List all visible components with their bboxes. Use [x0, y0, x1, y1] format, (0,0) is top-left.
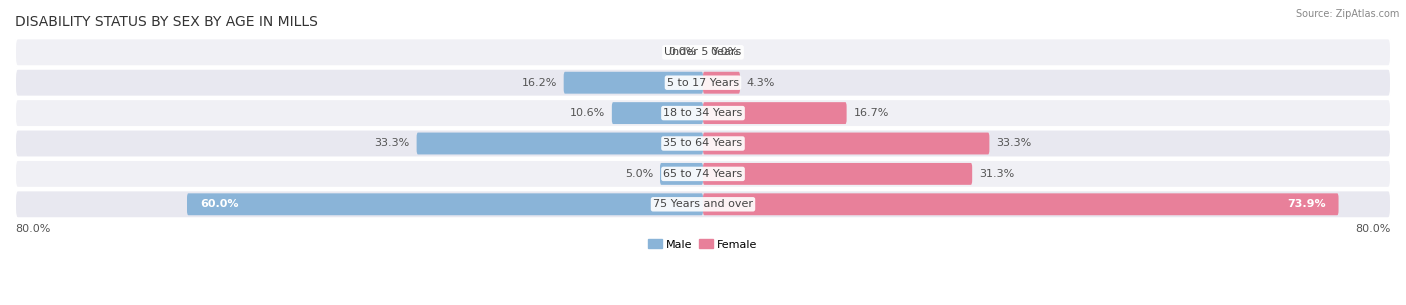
FancyBboxPatch shape [15, 130, 1391, 157]
FancyBboxPatch shape [703, 163, 972, 185]
Text: 0.0%: 0.0% [710, 47, 738, 57]
FancyBboxPatch shape [659, 163, 703, 185]
Text: 80.0%: 80.0% [1355, 224, 1391, 234]
Text: 65 to 74 Years: 65 to 74 Years [664, 169, 742, 179]
FancyBboxPatch shape [15, 38, 1391, 66]
Text: 33.3%: 33.3% [997, 138, 1032, 149]
Text: 4.3%: 4.3% [747, 78, 775, 88]
FancyBboxPatch shape [703, 193, 1339, 215]
Text: DISABILITY STATUS BY SEX BY AGE IN MILLS: DISABILITY STATUS BY SEX BY AGE IN MILLS [15, 15, 318, 29]
FancyBboxPatch shape [416, 133, 703, 154]
Legend: Male, Female: Male, Female [644, 235, 762, 254]
Text: 18 to 34 Years: 18 to 34 Years [664, 108, 742, 118]
FancyBboxPatch shape [15, 69, 1391, 97]
FancyBboxPatch shape [15, 190, 1391, 218]
FancyBboxPatch shape [15, 99, 1391, 127]
Text: 73.9%: 73.9% [1286, 199, 1326, 209]
Text: Source: ZipAtlas.com: Source: ZipAtlas.com [1295, 9, 1399, 19]
Text: 16.7%: 16.7% [853, 108, 889, 118]
Text: 80.0%: 80.0% [15, 224, 51, 234]
FancyBboxPatch shape [703, 133, 990, 154]
Text: 75 Years and over: 75 Years and over [652, 199, 754, 209]
Text: 5 to 17 Years: 5 to 17 Years [666, 78, 740, 88]
Text: 5.0%: 5.0% [624, 169, 654, 179]
Text: Under 5 Years: Under 5 Years [665, 47, 741, 57]
FancyBboxPatch shape [612, 102, 703, 124]
FancyBboxPatch shape [187, 193, 703, 215]
Text: 31.3%: 31.3% [979, 169, 1014, 179]
FancyBboxPatch shape [703, 72, 740, 94]
FancyBboxPatch shape [15, 160, 1391, 188]
Text: 0.0%: 0.0% [668, 47, 696, 57]
Text: 33.3%: 33.3% [374, 138, 409, 149]
FancyBboxPatch shape [703, 102, 846, 124]
Text: 10.6%: 10.6% [569, 108, 605, 118]
Text: 60.0%: 60.0% [200, 199, 239, 209]
Text: 16.2%: 16.2% [522, 78, 557, 88]
Text: 35 to 64 Years: 35 to 64 Years [664, 138, 742, 149]
FancyBboxPatch shape [564, 72, 703, 94]
